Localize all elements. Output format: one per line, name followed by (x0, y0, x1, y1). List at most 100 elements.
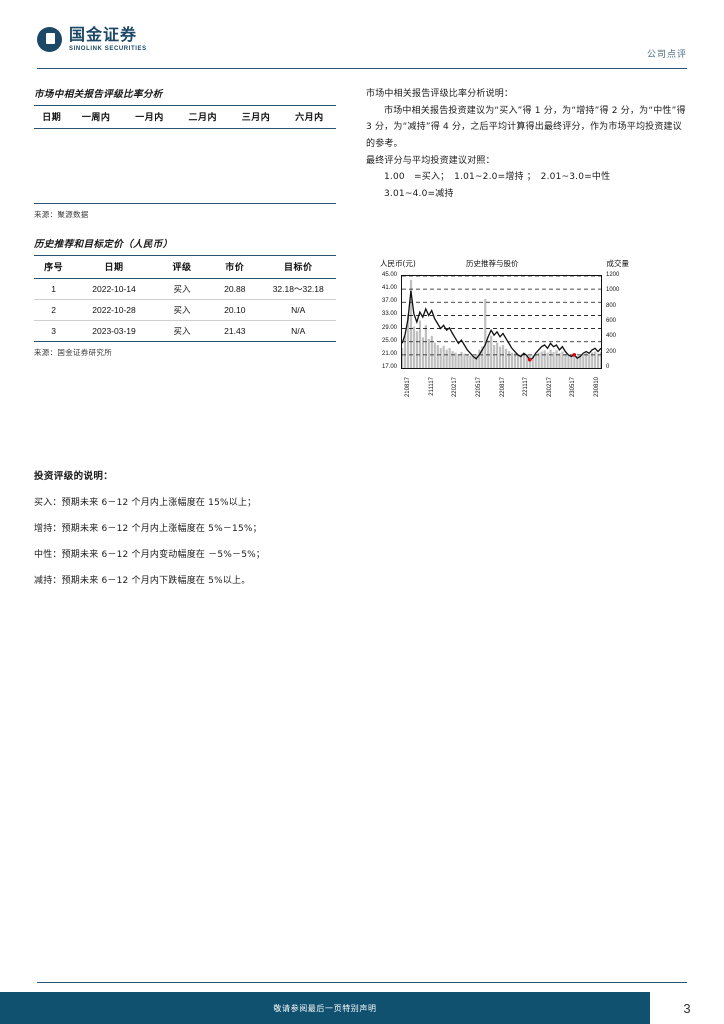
volume-bar (558, 353, 561, 368)
volume-bar (594, 351, 597, 368)
volume-bar (430, 335, 433, 368)
col-one-week: 一周内 (81, 113, 111, 123)
volume-bar (504, 348, 508, 368)
chart-label-row: 人民币(元) 历史推荐与股价 成交量 (374, 258, 629, 271)
history-table-source: 来源：国金证券研究所 (34, 348, 112, 357)
cell-price: 20.88 (209, 278, 261, 300)
volume-bar (451, 351, 454, 368)
company-logo: 国金证券 SINOLINK SECURITIES (37, 27, 147, 52)
cell-date: 2022-10-28 (73, 299, 155, 321)
volume-bar (496, 342, 499, 368)
cell-target: N/A (260, 299, 336, 321)
volume-bar (507, 351, 511, 368)
volume-bar (534, 353, 537, 368)
volume-bar (402, 348, 404, 368)
price-line (402, 290, 601, 361)
volume-bar (403, 335, 407, 368)
explanation-paragraph: 市场中相关报告投资建议为“买入”得 1 分，为“增持”得 2 分，为“中性”得 … (366, 105, 686, 149)
explanation-scale-line-2: 3.01~4.0=减持 (384, 188, 454, 199)
explanation-heading: 市场中相关报告评级比率分析说明： (366, 89, 514, 99)
volume-bar (445, 349, 448, 368)
history-table-title: 历史推荐和目标定价（人民币） (34, 239, 173, 250)
sinolink-logo-icon (37, 27, 62, 52)
cell-no: 1 (34, 278, 74, 300)
x-tick-label: 220217 (452, 377, 459, 398)
cell-rating: 买入 (154, 299, 210, 321)
header-divider (37, 68, 687, 69)
volume-bar (481, 346, 484, 368)
market-rating-table: 日期 一周内 一月内 二月内 三月内 六月内 (34, 105, 336, 204)
x-tick-label: 221117 (523, 377, 530, 397)
volume-bar (469, 355, 472, 368)
volume-bar (585, 353, 588, 368)
rating-item-buy: 买入：预期未来 6－12 个月内上涨幅度在 15%以上； (34, 498, 257, 508)
volume-bar (466, 354, 469, 368)
cell-rating: 买入 (154, 278, 210, 300)
chart-plot-area (401, 275, 602, 369)
table-empty-body (34, 129, 336, 204)
cell-price: 21.43 (224, 326, 246, 336)
document-type-label: 公司点评 (646, 50, 687, 60)
y-tick-label: 37.00 (381, 298, 397, 305)
volume-bar (442, 345, 445, 368)
y-tick-right-label: 400 (606, 333, 617, 340)
chart-y-axis-right-label: 成交量 (606, 259, 630, 268)
x-tick-label: 220517 (475, 377, 482, 398)
x-tick-label: 210817 (405, 377, 411, 398)
table-header-row: 日期 一周内 一月内 二月内 三月内 六月内 (34, 105, 336, 129)
chart-y-axis-label: 人民币(元) (380, 259, 416, 268)
volume-bar (516, 354, 520, 368)
volume-bar (475, 354, 478, 368)
col-six-month: 六月内 (295, 113, 324, 123)
empty-cell (34, 129, 336, 204)
history-recommendation-table: 序号 日期 评级 市价 目标价 1 2022-10-14 买入 20.88 32… (34, 255, 336, 342)
volume-bar (439, 348, 442, 368)
x-tick-label: 230517 (570, 377, 577, 398)
market-rating-source: 来源：聚源数据 (34, 210, 89, 219)
volume-bar (537, 352, 540, 368)
volume-bar (490, 335, 493, 368)
volume-bar (415, 331, 419, 368)
volume-bar (463, 353, 466, 368)
left-column: 市场中相关报告评级比率分析 日期 一周内 一月内 二月内 三月内 六月内 来源：… (34, 86, 336, 358)
x-tick-label: 211117 (428, 377, 435, 396)
table-row: 1 2022-10-14 买入 20.88 32.18～32.18 (34, 278, 336, 300)
rating-item-overweight: 增持：预期未来 6－12 个月内上涨幅度在 5%－15%； (34, 524, 262, 534)
y-tick-right-label: 600 (606, 318, 617, 324)
rating-item-neutral: 中性：预期未来 6－12 个月内变动幅度在 －5%－5%； (34, 550, 266, 560)
volume-bar (478, 349, 481, 368)
volume-bar (573, 354, 576, 368)
volume-bar (472, 356, 475, 368)
y-tick-label: 17.00 (381, 364, 397, 370)
chart-x-axis: 210817 211117 220217 220517 220817 221117 2302… (401, 375, 600, 421)
volume-bar (588, 353, 591, 368)
volume-bar (570, 355, 573, 368)
chart-title: 历史推荐与股价 (466, 259, 519, 268)
y-tick-right-label: 0 (606, 364, 610, 370)
volume-bar (528, 355, 531, 368)
col-one-month: 一月内 (135, 113, 164, 123)
footer-disclaimer: 敬请参阅最后一页特别声明 (273, 1003, 377, 1013)
volume-bar (519, 354, 523, 368)
volume-bar (510, 352, 514, 368)
volume-bar (499, 346, 502, 368)
y-tick-right-label: 200 (606, 348, 617, 355)
volume-bar (543, 350, 546, 368)
market-rating-table-title: 市场中相关报告评级比率分析 (34, 89, 163, 100)
y-tick-label: 21.00 (381, 350, 397, 357)
volume-bar (561, 351, 564, 368)
volume-bar (457, 354, 460, 368)
y-tick-label: 45.00 (381, 272, 397, 278)
investment-rating-explanation: 投资评级的说明： 买入：预期未来 6－12 个月内上涨幅度在 15%以上； 增持… (34, 468, 364, 599)
price-history-chart: 人民币(元) 历史推荐与股价 成交量 45.00 41.00 37.00 33.00 2… (374, 258, 629, 426)
rating-explanation-heading: 投资评级的说明： (34, 471, 114, 482)
chart-right-axis: 1200 1000 800 600 400 200 0 (604, 272, 629, 372)
y-tick-label: 25.00 (381, 337, 397, 344)
volume-bar (513, 353, 517, 368)
col-three-month: 三月内 (241, 113, 271, 123)
volume-bar (412, 326, 416, 368)
volume-bar (487, 340, 490, 368)
cell-target: 32.18～32.18 (260, 278, 336, 300)
volume-bar (418, 320, 422, 368)
